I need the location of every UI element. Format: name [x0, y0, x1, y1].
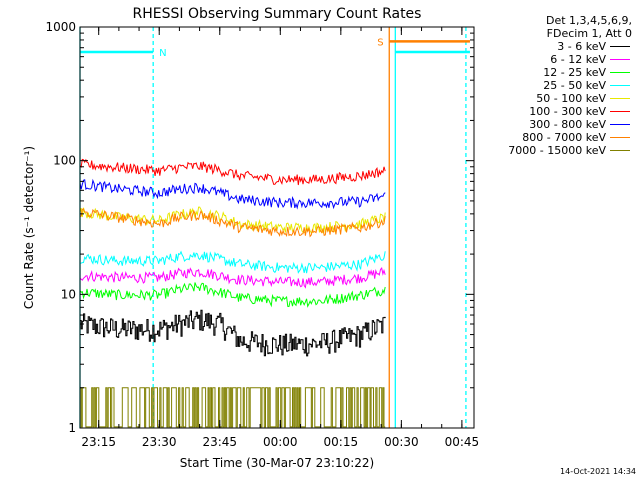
- flag-label-s: S: [377, 37, 383, 48]
- series-line-25-50-kev: [79, 250, 386, 274]
- legend-label: 12 - 25 keV: [543, 66, 606, 79]
- legend-item: 7000 - 15000 keV: [476, 144, 636, 157]
- x-axis-label: Start Time (30-Mar-07 23:10:22): [180, 456, 374, 470]
- series-line-800-7000-kev: [79, 208, 386, 238]
- legend-item: 25 - 50 keV: [476, 79, 636, 92]
- legend-header-line-2: FDecim 1, Att 0: [546, 27, 632, 40]
- legend-swatch: [610, 72, 630, 73]
- legend-swatch: [610, 124, 630, 125]
- legend-item: 300 - 800 keV: [476, 118, 636, 131]
- legend-label: 25 - 50 keV: [543, 79, 606, 92]
- series-line-100-300-kev: [79, 158, 386, 186]
- legend-label: 6 - 12 keV: [550, 53, 606, 66]
- y-tick-label: 1: [68, 421, 76, 435]
- legend-swatch: [610, 85, 630, 86]
- x-tick-label: 00:30: [384, 435, 419, 449]
- y-tick-label: 100: [53, 154, 76, 168]
- legend-swatch: [610, 59, 630, 60]
- legend-header-line-1: Det 1,3,4,5,6,9,: [545, 14, 632, 27]
- legend-label: 7000 - 15000 keV: [508, 144, 606, 157]
- x-tick-label: 23:30: [142, 435, 177, 449]
- legend-item: 12 - 25 keV: [476, 66, 636, 79]
- legend-swatch: [610, 98, 630, 99]
- flag-label-n: N: [159, 48, 166, 59]
- series-line-7000-15000-kev: [80, 387, 386, 428]
- legend-item: 3 - 6 keV: [476, 40, 636, 53]
- legend-label: 3 - 6 keV: [557, 40, 606, 53]
- y-axis-label: Count Rate (s⁻¹ detector⁻¹): [22, 146, 36, 309]
- legend-swatch: [610, 150, 630, 151]
- legend-item: 800 - 7000 keV: [476, 131, 636, 144]
- legend-item: 100 - 300 keV: [476, 105, 636, 118]
- legend-label: 100 - 300 keV: [529, 105, 606, 118]
- x-tick-label: 00:45: [445, 435, 480, 449]
- series-line-300-800-kev: [79, 178, 386, 210]
- chart-title: RHESSI Observing Summary Count Rates: [133, 6, 422, 22]
- legend-label: 300 - 800 keV: [529, 118, 606, 131]
- x-tick-label: 23:45: [202, 435, 237, 449]
- x-tick-label: 00:15: [324, 435, 359, 449]
- legend: 3 - 6 keV 6 - 12 keV 12 - 25 keV 25 - 50 ke…: [476, 40, 636, 157]
- x-tick-label: 00:00: [263, 435, 298, 449]
- x-tick-label: 23:15: [81, 435, 116, 449]
- plot-frame: [79, 26, 475, 429]
- legend-swatch: [610, 137, 630, 138]
- generation-timestamp: 14-Oct-2021 14:34: [560, 467, 636, 476]
- legend-item: 6 - 12 keV: [476, 53, 636, 66]
- legend-label: 50 - 100 keV: [536, 92, 606, 105]
- legend-swatch: [610, 111, 630, 112]
- series-line-3-6-kev: [80, 309, 386, 357]
- series-line-6-12-kev: [79, 267, 386, 289]
- y-tick-label: 10: [61, 287, 76, 301]
- legend-swatch: [610, 46, 630, 47]
- legend-label: 800 - 7000 keV: [522, 131, 606, 144]
- y-tick-label: 1000: [45, 20, 76, 34]
- series-line-12-25-kev: [79, 282, 386, 308]
- legend-item: 50 - 100 keV: [476, 92, 636, 105]
